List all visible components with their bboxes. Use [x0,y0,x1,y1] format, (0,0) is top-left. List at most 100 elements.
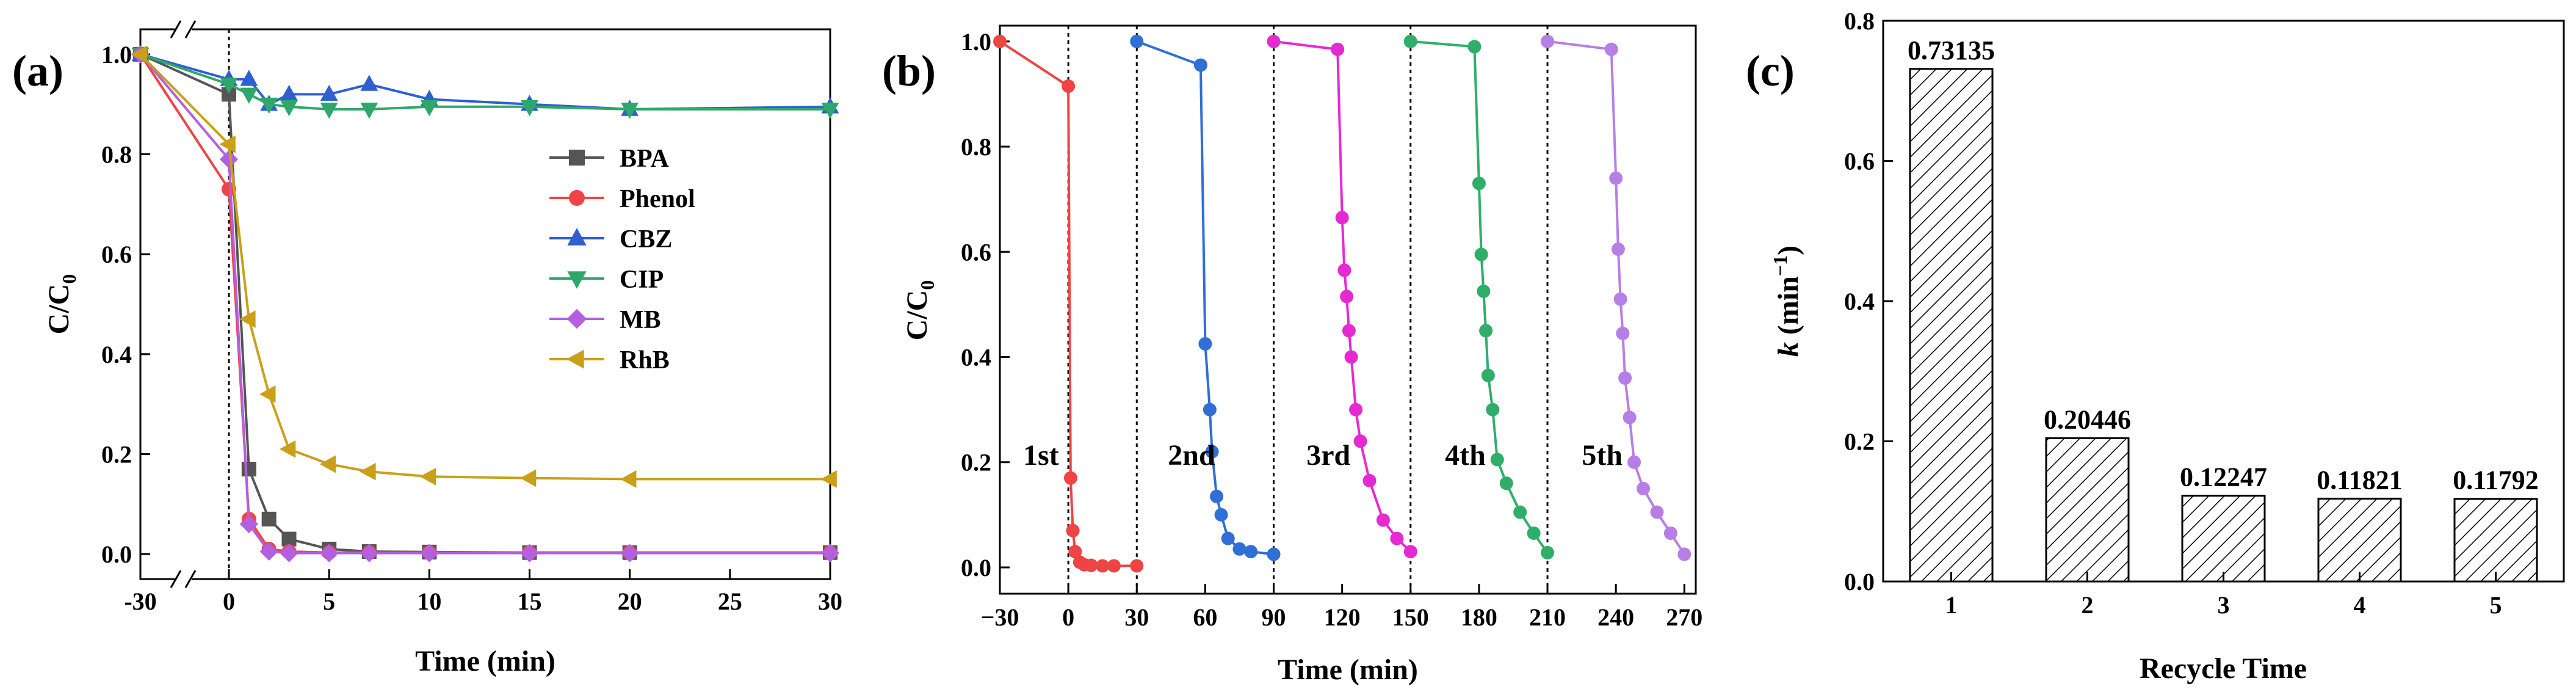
panel-b-cycle-2-point [1232,542,1246,556]
panel-b-cycle-3-point [1376,513,1390,527]
panel-b-ytick-label: 0.4 [961,344,991,371]
panel-b-cycle-3-point [1353,434,1367,448]
panel-b-xtick-label: −30 [981,603,1019,631]
panel-a-xtick-label: 10 [417,588,441,615]
panel-b-cycle-3-point [1331,42,1345,56]
panel-a-cbz-point [360,75,378,91]
panel-a-xticks: -30 0 5 10 15 20 25 30 [124,569,842,615]
panel-a-plot [131,20,839,588]
panel-b-cycle-3-point [1342,324,1356,338]
panel-b-plot: 1st 2nd 3rd 4th 5th [993,26,1691,594]
panel-a-label: (a) [12,46,63,95]
panel-b-cycle-4-point [1467,40,1482,54]
panel-a-frame [139,28,831,580]
panel-b-cycle-2-point [1210,489,1224,503]
panel-b-cycle-2-point [1198,337,1212,351]
panel-b-cycle-2-point [1130,34,1144,48]
panel-c-ytick-label: 0.4 [1844,288,1875,315]
panel-b-xtick-label: 120 [1324,603,1361,631]
panel-b-cycle-5-point [1613,292,1627,306]
panel-c-y-axis-close: ) [1772,246,1804,255]
panel-a-break-mark [184,570,197,588]
panel-a-mb-point [320,544,339,563]
panel-b-cycle-3-point [1362,473,1377,487]
panel-a-legend-marker [569,150,585,166]
panel-b-cycle-4-point [1403,34,1417,48]
panel-a-cip-point [240,87,258,104]
panel-c-label: (c) [1746,46,1795,95]
panel-a-cbz-point [280,84,298,101]
panel-a-mb-point [620,544,639,563]
panel-b-cycle-5-point [1677,547,1691,561]
panel-b-cycle-5-point [1650,505,1664,519]
panel-b-cycle-5-point [1604,42,1618,56]
panel-b-cycle-4-point [1479,324,1493,338]
panel-b-cycle-label-1: 1st [1023,439,1059,472]
panel-c: (c) 1 2 3 4 5 0.0 0.2 0.4 0.6 0.8 0.73135 0.20446… [1746,7,2565,685]
panel-c-ytick-label: 0.6 [1844,148,1875,175]
panel-a-rhb-point [259,385,276,403]
panel-a-ytick-label: 0.4 [101,341,132,368]
panel-c-xtick-label: 4 [2354,591,2366,619]
panel-b-cycle-label-3: 3rd [1306,439,1350,472]
panel-a-rhb-point [319,455,336,473]
panel-a-rhb-point [219,135,236,153]
panel-c-bar-value-2: 0.20446 [2044,404,2131,434]
panel-b-cycle-3-point [1403,545,1417,559]
panel-a-legend-label-cbz: CBZ [620,225,672,253]
panel-c-bar-value-4: 0.11821 [2317,465,2403,495]
panel-a-mb-point [220,150,238,169]
panel-b-cycle-4-point [1527,526,1541,540]
panel-b-cycle-1-point [1063,471,1077,485]
panel-b-cycle-4-point [1486,403,1500,417]
panel-a-xtick-label: 30 [818,588,842,615]
panel-b-cycle-4-point [1513,505,1527,519]
panel-c-yticks: 0.0 0.2 0.4 0.6 0.8 [1844,7,1893,596]
panel-b-cycle-label-4: 4th [1445,439,1486,472]
panel-a-ytick-label: 0.0 [101,541,132,568]
panel-a-cip-point [521,100,538,117]
panel-b-xtick-label: 90 [1262,603,1286,631]
panel-a-rhb-point [279,440,296,458]
panel-a-xtick-label: 25 [718,588,742,615]
panel-a-legend-marker [566,349,584,369]
panel-b-cycle-4-point [1472,177,1486,191]
panel-a-mb-point [821,544,839,563]
panel-c-bar-value-5: 0.11792 [2453,465,2539,495]
panel-b-x-axis-title: Time (min) [1278,654,1418,686]
panel-a-legend-marker [566,308,587,329]
panel-a-break-mark [170,570,182,588]
panel-a-yticks: 0.0 0.2 0.4 0.6 0.8 1.0 [101,41,150,568]
panel-b-xtick-label: 180 [1461,603,1497,631]
panel-b-xtick-label: 150 [1392,603,1429,631]
panel-a-cip-point [280,100,298,117]
panel-c-xtick-label: 3 [2218,591,2230,619]
panel-b: (b) −30 0 30 60 90 120 150 180 210 240 270 0.00.20… [882,24,1702,686]
panel-c-xticks: 1 2 3 4 5 [1945,572,2502,619]
panel-b-cycle-2-point [1203,403,1217,417]
panel-b-cycle-2-point [1193,58,1207,72]
panel-b-cycle-2-point [1221,531,1235,545]
panel-b-frame [999,24,1697,595]
panel-b-cycle-3-point [1340,290,1354,304]
panel-b-cycle-1-point [1068,545,1082,559]
panel-a-cip-point [320,103,338,119]
panel-a-ytick-label: 0.6 [101,241,132,268]
panel-a-mb-point [239,515,258,533]
panel-b-cycle-3-point [1267,34,1281,48]
panel-c-bar-1 [1909,68,1994,583]
panel-a-rhb-point [239,310,256,328]
panel-a-mb-point [420,544,439,563]
panel-b-cycle-3-point [1390,531,1404,545]
panel-c-y-axis-var: k [1772,342,1804,357]
panel-b-xtick-label: 210 [1529,603,1566,631]
panel-b-cycle-4-point [1474,247,1488,261]
panel-b-cycle-5-point [1611,242,1625,256]
panel-b-cycle-5-point [1541,34,1555,48]
panel-c-ytick-label: 0.2 [1844,428,1875,456]
panel-b-cycle-4-point [1490,453,1504,467]
panel-a-mb-point [360,544,378,563]
panel-a-cip-point [821,103,839,119]
panel-a-bpa-point [261,511,277,527]
